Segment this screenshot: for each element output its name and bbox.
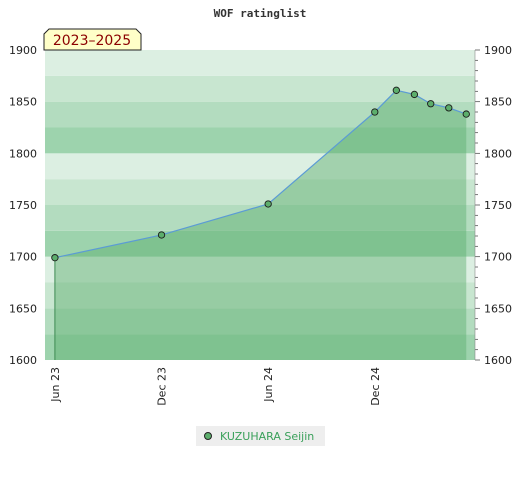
y-tick-label-right: 1700 xyxy=(484,251,512,264)
y-tick-label-right: 1800 xyxy=(484,147,512,160)
background-band xyxy=(45,50,475,76)
y-axis-left: 1600 1650 1700 1750 1800 1850 1900 xyxy=(9,44,37,367)
background-band xyxy=(45,230,475,257)
data-point[interactable] xyxy=(157,231,166,239)
x-tick-label: Dec 23 xyxy=(156,367,169,406)
background-band xyxy=(45,205,475,231)
data-point[interactable] xyxy=(392,86,400,94)
y-tick-label-right: 1900 xyxy=(484,44,512,57)
data-point[interactable] xyxy=(51,254,59,262)
series-area xyxy=(54,90,467,361)
x-tick-label: Jun 24 xyxy=(262,367,275,403)
y-tick-label: 1850 xyxy=(9,96,37,109)
y-tick-label: 1700 xyxy=(9,251,37,264)
y-tick-label-right: 1750 xyxy=(484,199,512,212)
background-band xyxy=(45,308,475,335)
legend-marker-icon xyxy=(204,432,212,440)
legend[interactable]: KUZUHARA Seijin xyxy=(196,426,325,446)
background-band xyxy=(45,75,475,102)
y-tick-label-right: 1600 xyxy=(484,354,512,367)
period-badge: 2023–2025 xyxy=(43,28,142,51)
legend-series-label: KUZUHARA Seijin xyxy=(220,429,315,443)
y-tick-label: 1800 xyxy=(9,147,37,160)
data-point[interactable] xyxy=(445,104,453,112)
background-band xyxy=(45,179,475,205)
background-band xyxy=(45,256,475,283)
period-badge-label: 2023–2025 xyxy=(53,33,131,49)
x-tick-label: Jun 23 xyxy=(49,367,62,403)
x-tick-label: Dec 24 xyxy=(369,367,382,406)
background-bands xyxy=(45,50,475,360)
x-axis: Jun 23 Dec 23 Jun 24 Dec 24 xyxy=(49,367,382,406)
y-tick-label-right: 1850 xyxy=(484,96,512,109)
y-tick-label: 1650 xyxy=(9,302,37,315)
data-point[interactable] xyxy=(410,90,419,99)
background-band xyxy=(45,101,475,128)
data-point[interactable] xyxy=(427,100,435,108)
background-band xyxy=(45,334,475,360)
chart-title: WOF ratinglist xyxy=(214,7,307,20)
y-tick-label: 1600 xyxy=(9,354,37,367)
y-tick-label-right: 1650 xyxy=(484,302,512,315)
y-axis-right: 1600 1650 1700 1750 1800 1850 1900 xyxy=(474,44,512,367)
y-tick-label: 1900 xyxy=(9,44,37,57)
data-point[interactable] xyxy=(371,108,379,116)
background-band xyxy=(45,127,475,154)
background-band xyxy=(45,282,475,309)
data-point[interactable] xyxy=(264,200,272,208)
data-point[interactable] xyxy=(462,110,470,118)
y-tick-label: 1750 xyxy=(9,199,37,212)
data-markers xyxy=(51,86,470,262)
background-band xyxy=(45,153,475,180)
